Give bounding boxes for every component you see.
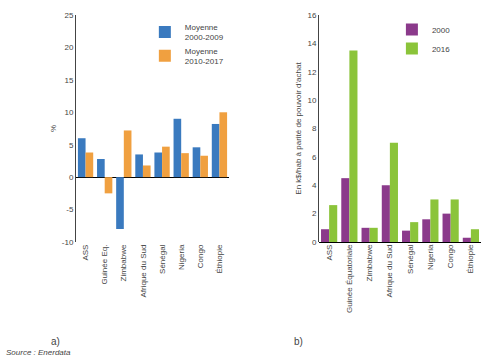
svg-text:25: 25 [64,11,73,20]
svg-text:12: 12 [307,68,316,77]
svg-text:10: 10 [307,96,316,105]
svg-text:Sénégal: Sénégal [406,244,415,274]
svg-text:0: 0 [312,238,317,247]
svg-text:Moyenne2010-2017: Moyenne2010-2017 [185,47,224,66]
svg-text:Afrique du Sud: Afrique du Sud [385,245,394,298]
svg-text:5: 5 [69,141,74,150]
svg-text:Nigeria: Nigeria [177,244,186,270]
svg-text:ASS: ASS [81,245,90,261]
svg-text:8: 8 [312,124,317,133]
svg-text:2000: 2000 [432,26,450,35]
svg-text:Moyenne2000-2009: Moyenne2000-2009 [185,23,224,42]
svg-text:Zimbabwe: Zimbabwe [119,244,128,281]
svg-text:En k$/hab à parité de pouvoir: En k$/hab à parité de pouvoir d'achat [294,62,303,195]
svg-text:10: 10 [64,108,73,117]
svg-text:0: 0 [69,173,74,182]
svg-text:20: 20 [64,43,73,52]
svg-text:b): b) [294,336,303,347]
svg-text:Afrique du Sud: Afrique du Sud [139,245,148,298]
svg-text:Nigeria: Nigeria [426,244,435,270]
svg-text:2016: 2016 [432,45,450,54]
svg-text:Éthiopie: Éthiopie [466,244,475,273]
svg-text:2: 2 [312,209,317,218]
svg-text:Éthiopie: Éthiopie [215,244,224,273]
svg-text:4: 4 [312,181,317,190]
svg-text:-5: -5 [66,205,74,214]
svg-text:16: 16 [307,11,316,20]
svg-text:Sénégal: Sénégal [158,244,167,274]
svg-text:-10: -10 [62,238,74,247]
svg-text:Guinée Équatoriale: Guinée Équatoriale [345,244,354,313]
svg-text:Congo: Congo [196,244,205,268]
svg-text:Zimbabwe: Zimbabwe [365,244,374,281]
svg-text:%: % [49,125,58,132]
svg-text:Congo: Congo [446,244,455,268]
svg-text:15: 15 [64,76,73,85]
svg-text:Source : Enerdata: Source : Enerdata [6,348,71,357]
svg-text:a): a) [51,336,60,347]
svg-text:ASS: ASS [325,245,334,261]
svg-text:14: 14 [307,39,316,48]
svg-text:Guinée Eq.: Guinée Eq. [100,245,109,285]
svg-text:6: 6 [312,153,317,162]
